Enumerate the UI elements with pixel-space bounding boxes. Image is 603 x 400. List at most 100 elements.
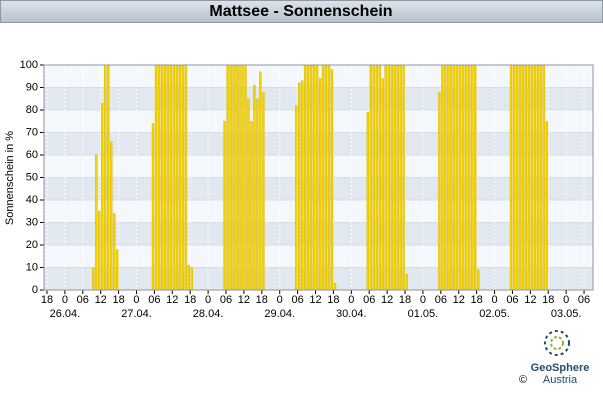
bar xyxy=(456,64,459,291)
bar xyxy=(471,64,474,291)
copyright: © xyxy=(519,374,527,386)
bar xyxy=(312,64,316,291)
bar xyxy=(468,64,471,291)
bar xyxy=(262,91,265,291)
y-tick-label: 70 xyxy=(26,126,38,138)
bar xyxy=(244,64,247,291)
y-tick-label: 80 xyxy=(26,104,38,116)
bar xyxy=(402,64,405,291)
x-tick-label: 12 xyxy=(166,294,178,306)
x-tick-label: 06 xyxy=(506,294,518,306)
bar xyxy=(465,64,468,291)
x-tick-label: 06 xyxy=(363,294,375,306)
x-tick-label: 06 xyxy=(220,294,232,306)
bar xyxy=(450,64,453,291)
bar xyxy=(247,98,250,291)
bar xyxy=(474,64,477,291)
x-date-label: 27.04. xyxy=(121,308,152,320)
x-tick-label: 18 xyxy=(256,294,268,306)
bar xyxy=(178,64,182,291)
bar xyxy=(235,64,238,291)
y-tick-label: 20 xyxy=(26,239,38,251)
x-tick-label: 12 xyxy=(238,294,250,306)
bar xyxy=(444,64,447,291)
bar xyxy=(190,267,193,291)
bar xyxy=(297,82,301,291)
bar xyxy=(515,64,519,291)
bar xyxy=(151,123,155,291)
bar xyxy=(459,64,462,291)
bar xyxy=(462,64,465,291)
bar xyxy=(163,64,167,291)
bar xyxy=(157,64,161,291)
bar xyxy=(393,64,396,291)
bar xyxy=(92,267,95,291)
bar xyxy=(524,64,528,291)
bar xyxy=(542,64,546,291)
bar xyxy=(259,71,262,291)
x-date-label: 02.05. xyxy=(479,308,510,320)
x-tick-label: 0 xyxy=(348,294,354,306)
x-tick-label: 0 xyxy=(420,294,426,306)
bar xyxy=(512,64,516,291)
bar xyxy=(369,64,373,291)
bar xyxy=(154,64,158,291)
x-date-label: 28.04. xyxy=(193,308,224,320)
bar xyxy=(309,64,313,291)
bar xyxy=(447,64,450,291)
y-tick-label: 90 xyxy=(26,81,38,93)
x-tick-label: 06 xyxy=(291,294,303,306)
y-tick-label: 0 xyxy=(32,284,38,296)
bar xyxy=(300,80,304,291)
bar xyxy=(366,112,370,291)
bar xyxy=(166,64,170,291)
bar xyxy=(104,64,107,291)
x-tick-label: 06 xyxy=(578,294,590,306)
bar xyxy=(378,64,381,291)
y-tick-label: 40 xyxy=(26,194,38,206)
bar xyxy=(453,64,456,291)
x-date-label: 03.05. xyxy=(551,308,582,320)
x-date-label: 26.04. xyxy=(50,308,81,320)
logo-name: GeoSphere xyxy=(531,362,590,374)
bar xyxy=(226,64,229,291)
x-tick-label: 0 xyxy=(491,294,497,306)
grid-band xyxy=(44,132,593,155)
bar xyxy=(256,98,259,291)
x-tick-label: 18 xyxy=(471,294,483,306)
bar xyxy=(396,64,399,291)
x-tick-label: 0 xyxy=(62,294,68,306)
x-tick-label: 18 xyxy=(112,294,124,306)
bar xyxy=(372,64,375,291)
y-tick-label: 50 xyxy=(26,171,38,183)
plot-frame xyxy=(43,64,594,291)
y-tick-label: 100 xyxy=(20,59,38,71)
bar xyxy=(405,274,408,291)
bar xyxy=(184,64,188,291)
x-tick-label: 18 xyxy=(41,294,53,306)
logo: GeoSphere Austria © xyxy=(519,330,590,386)
bar xyxy=(533,64,537,291)
y-axis-label: Sonnenschein in % xyxy=(4,131,16,225)
x-tick-label: 06 xyxy=(77,294,89,306)
bar xyxy=(175,64,179,291)
bar xyxy=(187,265,191,291)
bar xyxy=(95,154,98,291)
bar xyxy=(113,213,116,291)
bar xyxy=(160,64,164,291)
bar xyxy=(509,64,513,291)
bar xyxy=(172,64,176,291)
bar xyxy=(306,64,310,291)
bar xyxy=(330,69,334,291)
bar xyxy=(527,64,531,291)
bar xyxy=(390,64,393,291)
bar xyxy=(250,121,253,291)
bar xyxy=(295,105,298,291)
x-tick-label: 18 xyxy=(184,294,196,306)
bar xyxy=(303,64,307,291)
chart-title: Mattsee - Sonnenschein xyxy=(209,3,392,20)
bar xyxy=(521,64,525,291)
x-tick-label: 12 xyxy=(95,294,107,306)
x-tick-label: 18 xyxy=(399,294,411,306)
